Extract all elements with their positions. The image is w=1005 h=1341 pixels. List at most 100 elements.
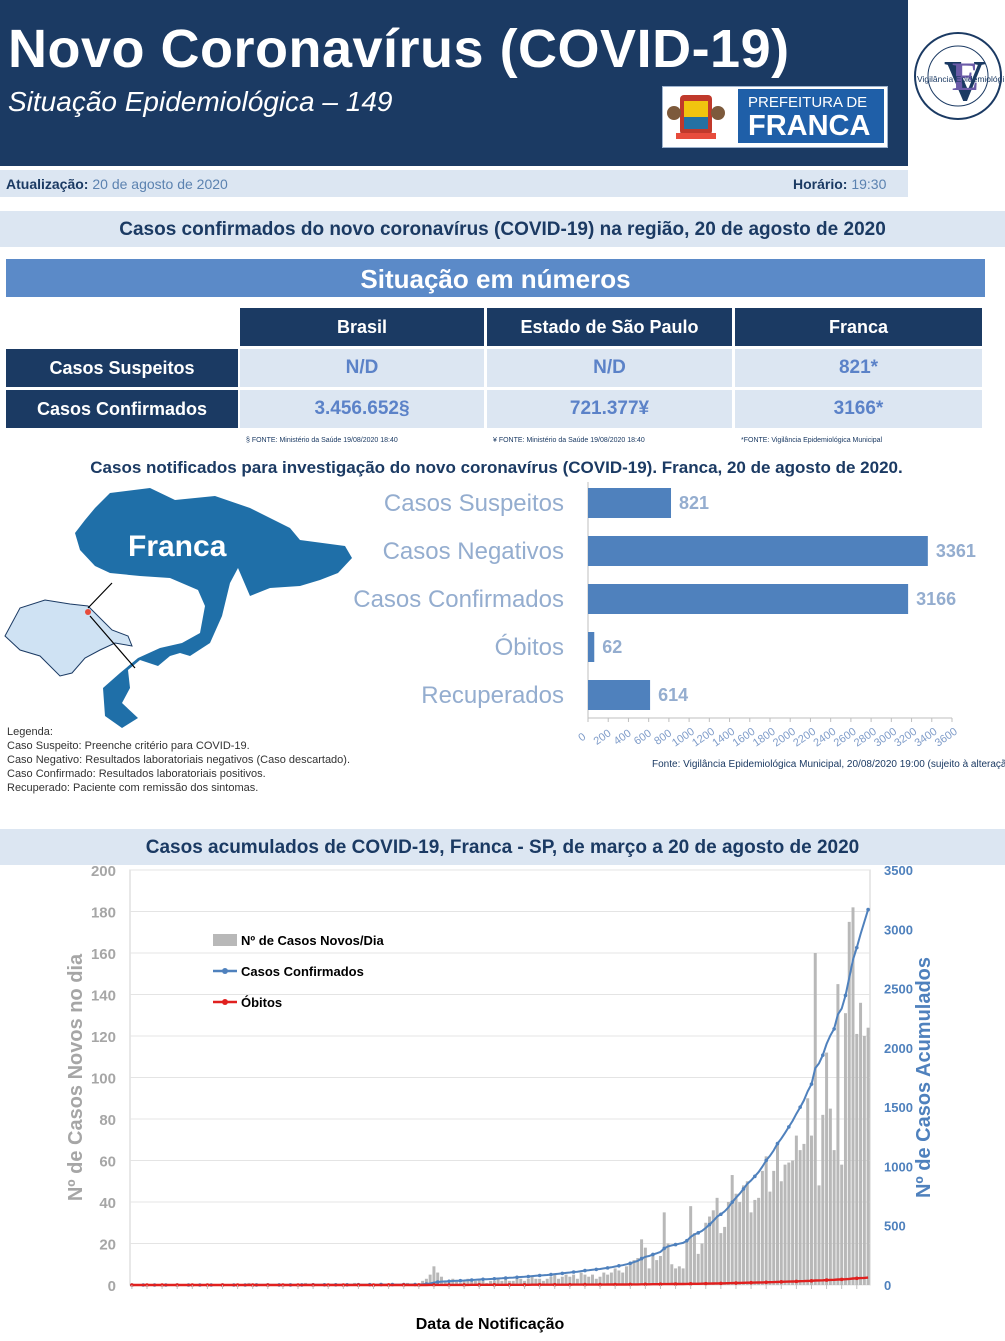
daily-bar (421, 1280, 425, 1285)
confirmed-point (775, 1141, 780, 1146)
deaths-point (552, 1282, 557, 1287)
deaths-point (417, 1283, 421, 1287)
bar-x-tick-label: 600 (632, 727, 654, 747)
confirmed-point (832, 1027, 836, 1031)
y2-tick-label: 3500 (884, 863, 913, 878)
confirmed-point (741, 1187, 746, 1191)
daily-bar (745, 1181, 749, 1285)
daily-bar (760, 1170, 764, 1285)
bar-x-tick-label: 3600 (933, 726, 960, 750)
confirmed-point (492, 1276, 497, 1281)
deaths-line (131, 1276, 869, 1287)
bar-value-label: 3361 (936, 541, 976, 561)
update-date: Atualização: 20 de agosto de 2020 (6, 176, 228, 192)
deaths-point (447, 1283, 451, 1287)
daily-bar (802, 1143, 806, 1285)
deaths-point (522, 1282, 527, 1287)
daily-bar (866, 1027, 870, 1285)
y-tick-label: 120 (91, 1029, 116, 1046)
daily-bar (587, 1276, 591, 1285)
deaths-point (688, 1282, 693, 1286)
daily-bar (794, 1135, 798, 1285)
daily-bar (859, 1002, 863, 1285)
deaths-point (386, 1283, 391, 1287)
daily-bar (847, 921, 851, 1285)
daily-bar (840, 1164, 844, 1285)
confirmed-point (481, 1277, 485, 1282)
legend-title: Legenda: (7, 726, 53, 738)
daily-bar (832, 1150, 836, 1285)
daily-bar (598, 1276, 602, 1285)
confirmed-point (560, 1271, 565, 1276)
confirmed-point (798, 1105, 802, 1109)
daily-bar (530, 1276, 534, 1285)
bar-x-tick-label: 800 (652, 727, 674, 747)
daily-bar (806, 1098, 810, 1285)
page-subtitle: Situação Epidemiológica – 149 (8, 86, 393, 117)
section3-bar (0, 829, 1005, 865)
daily-bar (647, 1268, 651, 1285)
daily-bar (764, 1156, 768, 1285)
daily-bar (813, 953, 817, 1285)
confirmed-point (605, 1266, 610, 1270)
daily-bar (851, 907, 855, 1285)
confirmed-point (662, 1246, 667, 1251)
daily-bar (726, 1202, 730, 1285)
daily-bar (674, 1268, 678, 1285)
daily-bar (606, 1274, 610, 1285)
col-header-brasil: Brasil (240, 308, 484, 346)
daily-bar (742, 1185, 746, 1285)
daily-bar (825, 1052, 829, 1285)
y2-tick-label: 500 (884, 1219, 906, 1234)
col-header-sp: Estado de São Paulo (487, 308, 732, 346)
y-tick-label: 80 (99, 1112, 116, 1129)
bar-0 (588, 488, 672, 518)
deaths-point (477, 1283, 482, 1287)
deaths-point (356, 1283, 361, 1287)
daily-bar (689, 1206, 693, 1285)
footnote-franca: *FONTE: Vigilância Epidemiológica Munici… (741, 437, 883, 444)
daily-bar (670, 1264, 674, 1285)
daily-bar (817, 1185, 821, 1285)
confirmed-point (571, 1270, 576, 1274)
deaths-point (250, 1283, 255, 1287)
section1-bar (0, 211, 1005, 247)
daily-bar (704, 1222, 708, 1285)
confirmed-point (821, 1053, 825, 1057)
update-bar (0, 170, 908, 197)
daily-bar (836, 984, 840, 1285)
daily-bar (515, 1278, 519, 1285)
confirmed-point (549, 1272, 553, 1277)
confirmed-point (843, 993, 848, 998)
deaths-point (537, 1282, 542, 1287)
daily-bar (553, 1274, 557, 1285)
bar-value-label: 62 (602, 637, 622, 657)
confirmed-point (730, 1200, 734, 1204)
daily-bar (564, 1274, 568, 1285)
deaths-point (341, 1283, 346, 1287)
deaths-point (764, 1280, 768, 1285)
daily-bar (579, 1272, 583, 1285)
confirmed-point (583, 1268, 587, 1273)
daily-bar (594, 1278, 598, 1285)
confirmed-point (809, 1082, 814, 1086)
bar-x-tick-label: 200 (592, 727, 614, 747)
y2-tick-label: 2500 (884, 982, 913, 997)
deaths-point (613, 1282, 617, 1287)
daily-bar (753, 1199, 757, 1285)
daily-bar (523, 1280, 527, 1285)
confirmed-point (617, 1263, 621, 1268)
daily-bar (677, 1266, 681, 1285)
daily-bar (632, 1260, 636, 1285)
confirmed-point (854, 945, 859, 950)
daily-bar (436, 1272, 440, 1285)
deaths-point (628, 1282, 633, 1287)
cell-suspeitos-brasil: N/D (240, 349, 484, 387)
prefeitura-name-block (738, 89, 884, 143)
y-tick-label: 100 (91, 1071, 116, 1088)
legend-swatch-marker (222, 999, 228, 1005)
confirmed-point (787, 1125, 791, 1129)
daily-bar (545, 1278, 549, 1285)
bar-3 (588, 632, 595, 662)
daily-bar (511, 1280, 515, 1285)
